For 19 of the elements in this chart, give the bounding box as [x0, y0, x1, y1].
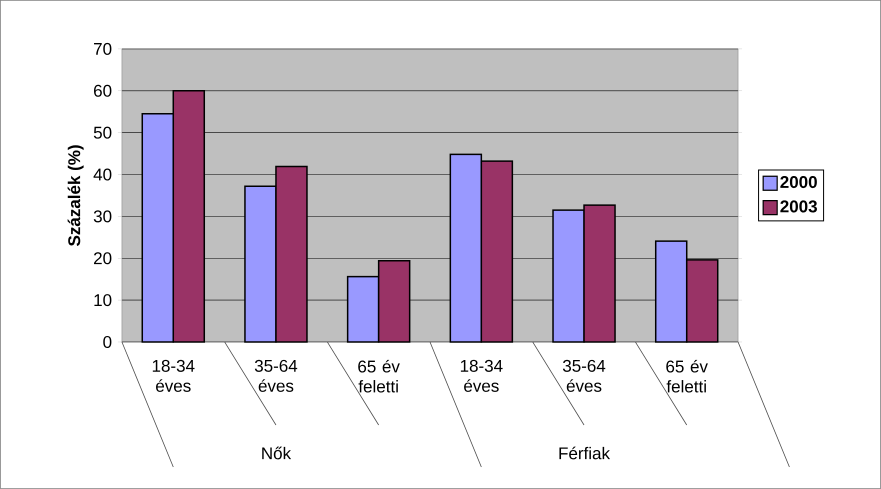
y-tick-label: 60: [94, 84, 112, 97]
x-tick-label: 18-34 éves: [460, 360, 503, 392]
text: Férfiak: [559, 446, 610, 460]
y-axis-title: Százalék (%): [68, 145, 84, 246]
text: Nők: [262, 446, 292, 460]
y-tick-label: 70: [94, 42, 112, 55]
legend-label: 2000: [780, 176, 817, 188]
x-tick-label: 65 év feletti: [358, 360, 400, 393]
x-tick-label: 35-64 éves: [562, 360, 606, 392]
x-tick-label: 65 év feletti: [666, 360, 708, 393]
y-tick-label: 30: [94, 210, 112, 222]
y-tick-label: 50: [94, 126, 112, 139]
y-tick-label: 10: [94, 294, 112, 306]
x-tick-label: 35-64 éves: [254, 360, 298, 392]
legend-label: 2003: [780, 200, 817, 213]
y-tick-label: 20: [94, 252, 112, 264]
y-tick-label: 40: [94, 168, 112, 181]
x-tick-label: 18-34 éves: [152, 360, 195, 392]
y-tick-label: 0: [103, 336, 112, 348]
